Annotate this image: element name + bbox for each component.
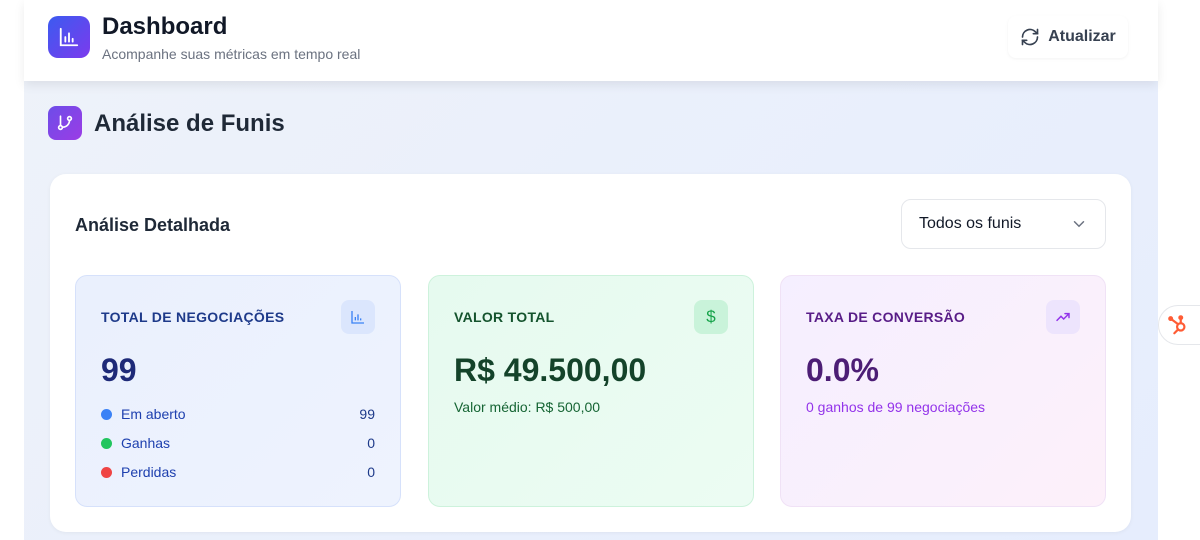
page-title: Dashboard <box>102 13 228 40</box>
card-title: Análise Detalhada <box>75 215 231 235</box>
funnel-select-value: Todos os funis <box>919 215 1022 232</box>
breakdown-value: 0 <box>367 464 375 480</box>
breakdown-won: Ganhas 0 <box>101 435 375 451</box>
breakdown-value: 0 <box>367 435 375 451</box>
stat-value: R$ 49.500,00 <box>454 352 647 388</box>
stat-value: 99 <box>101 352 137 388</box>
breakdown-label: Ganhas <box>121 435 171 451</box>
stat-value: 0.0% <box>806 352 879 388</box>
stat-label: TAXA DE CONVERSÃO <box>806 309 966 325</box>
hubspot-icon <box>1168 315 1186 335</box>
refresh-button[interactable]: Atualizar <box>1008 16 1128 58</box>
dollar-icon: $ <box>694 300 728 334</box>
stat-subtext: 0 ganhos de 99 negociações <box>806 399 986 415</box>
section-title: Análise de Funis <box>94 110 285 137</box>
stat-conversion-rate: TAXA DE CONVERSÃO 0.0% 0 ganhos de 99 ne… <box>780 275 1106 507</box>
breakdown-open: Em aberto 99 <box>101 406 375 422</box>
breakdown-label: Perdidas <box>121 464 177 480</box>
hubspot-widget-button[interactable] <box>1158 305 1200 345</box>
stat-label: TOTAL DE NEGOCIAÇÕES <box>101 309 285 325</box>
blue-dot-icon <box>101 408 112 420</box>
stat-total-value: VALOR TOTAL $ R$ 49.500,00 Valor médio: … <box>428 275 754 507</box>
funnel-branch-icon <box>48 106 82 140</box>
stat-label: VALOR TOTAL <box>454 309 555 325</box>
chevron-down-icon <box>1073 221 1085 228</box>
detailed-analysis-card: Análise Detalhada Todos os funis TOTAL D… <box>50 174 1131 532</box>
bar-chart-icon <box>341 300 375 334</box>
green-dot-icon <box>101 437 112 449</box>
stat-subtext: Valor médio: R$ 500,00 <box>454 399 601 415</box>
refresh-icon <box>1021 28 1039 46</box>
dashboard-logo-icon <box>48 16 90 58</box>
header: Dashboard Acompanhe suas métricas em tem… <box>24 0 1158 81</box>
breakdown-lost: Perdidas 0 <box>101 464 375 480</box>
stat-total-deals: TOTAL DE NEGOCIAÇÕES 99 Em aberto 99 Ganh… <box>75 275 401 507</box>
red-dot-icon <box>101 466 112 478</box>
breakdown-value: 99 <box>359 406 375 422</box>
trending-up-icon <box>1046 300 1080 334</box>
page-subtitle: Acompanhe suas métricas em tempo real <box>102 46 361 62</box>
refresh-label: Atualizar <box>1048 28 1116 45</box>
breakdown-label: Em aberto <box>121 406 186 422</box>
funnel-select[interactable]: Todos os funis <box>901 199 1106 249</box>
